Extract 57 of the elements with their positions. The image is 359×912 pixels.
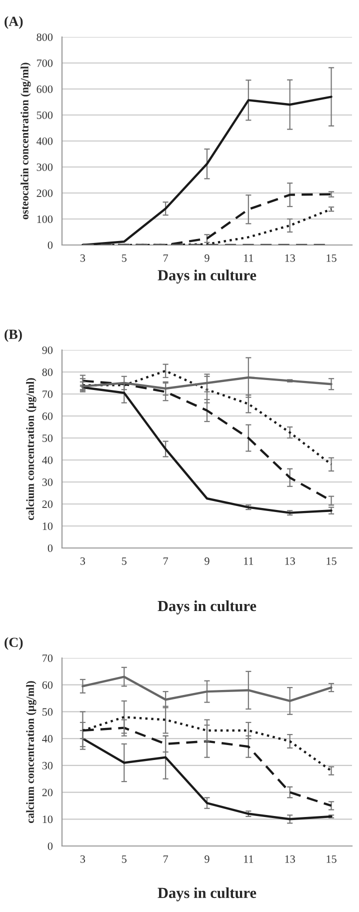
x-tick-label: 15 bbox=[326, 254, 336, 262]
y-tick-label: 200 bbox=[36, 189, 53, 197]
x-tick-label: 11 bbox=[244, 855, 254, 863]
y-tick-label: 70 bbox=[42, 654, 53, 662]
x-tick-label: 13 bbox=[285, 254, 295, 262]
y-tick-label: 50 bbox=[42, 434, 53, 442]
y-tick-label: 0 bbox=[48, 842, 53, 850]
y-tick-label: 60 bbox=[42, 681, 53, 689]
y-tick-label: 90 bbox=[42, 346, 53, 354]
x-tick-label: 7 bbox=[164, 557, 168, 565]
chart-title: (B) bbox=[4, 329, 22, 342]
x-tick-label: 11 bbox=[244, 254, 254, 262]
x-axis-title: Days in culture bbox=[158, 270, 256, 284]
chart-title: (A) bbox=[4, 16, 23, 29]
y-tick-label: 70 bbox=[42, 390, 53, 398]
y-tick-label: 40 bbox=[42, 456, 53, 464]
x-tick-label: 5 bbox=[122, 855, 126, 863]
x-tick-label: 13 bbox=[285, 557, 295, 565]
y-tick-label: 10 bbox=[42, 522, 53, 530]
y-axis-title: calcium concentration (µg/ml) bbox=[26, 378, 36, 520]
x-tick-label: 11 bbox=[244, 557, 254, 565]
y-tick-label: 300 bbox=[36, 163, 53, 171]
y-axis-title: osteocalcin concentration (ng/ml) bbox=[20, 62, 31, 220]
x-tick-label: 3 bbox=[80, 855, 86, 863]
x-tick-label: 13 bbox=[285, 855, 295, 863]
x-tick-label: 3 bbox=[80, 557, 86, 565]
chart-title: (C) bbox=[4, 637, 23, 650]
y-tick-label: 20 bbox=[42, 500, 53, 508]
y-tick-label: 30 bbox=[42, 478, 53, 486]
y-tick-label: 0 bbox=[48, 241, 53, 249]
x-tick-label: 9 bbox=[204, 254, 210, 262]
x-tick-label: 5 bbox=[122, 254, 126, 262]
x-tick-label: 15 bbox=[326, 855, 336, 863]
x-tick-label: 7 bbox=[164, 254, 168, 262]
y-tick-label: 400 bbox=[36, 137, 53, 145]
y-axis-title: calcium concentration (µg/ml) bbox=[26, 681, 36, 824]
y-tick-label: 60 bbox=[42, 412, 53, 420]
y-tick-label: 50 bbox=[42, 708, 53, 716]
y-tick-label: 500 bbox=[36, 111, 53, 119]
x-axis-title: Days in culture bbox=[158, 600, 256, 614]
y-tick-label: 20 bbox=[42, 788, 53, 796]
y-tick-label: 40 bbox=[42, 735, 53, 743]
x-axis-title: Days in culture bbox=[158, 887, 256, 902]
y-tick-label: 800 bbox=[36, 33, 53, 41]
x-tick-label: 7 bbox=[164, 855, 168, 863]
x-tick-label: 15 bbox=[326, 557, 336, 565]
x-tick-label: 5 bbox=[122, 557, 126, 565]
x-tick-label: 9 bbox=[204, 557, 210, 565]
y-tick-label: 100 bbox=[37, 215, 53, 223]
x-tick-label: 9 bbox=[204, 855, 210, 863]
y-tick-label: 600 bbox=[36, 85, 53, 93]
y-tick-label: 30 bbox=[42, 762, 53, 770]
y-tick-label: 0 bbox=[48, 544, 53, 552]
y-tick-label: 80 bbox=[42, 368, 53, 376]
y-tick-label: 700 bbox=[37, 59, 53, 67]
x-tick-label: 3 bbox=[80, 254, 86, 262]
y-tick-label: 10 bbox=[42, 816, 53, 824]
